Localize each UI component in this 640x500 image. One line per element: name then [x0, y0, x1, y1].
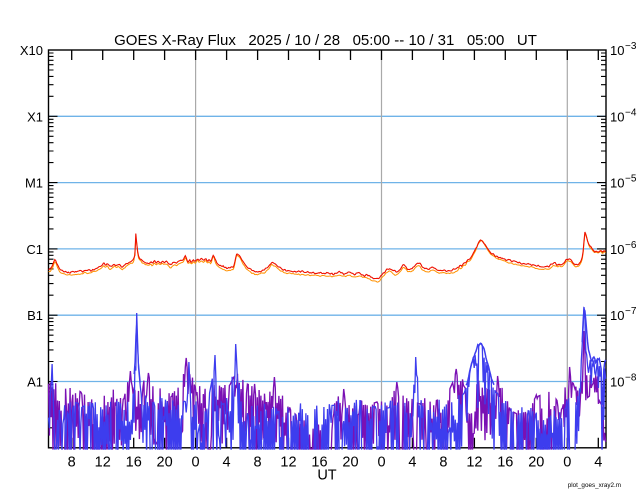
svg-text:20: 20: [157, 455, 173, 471]
svg-text:10: 10: [610, 242, 624, 257]
svg-text:−7: −7: [625, 306, 637, 317]
svg-text:10: 10: [610, 375, 624, 390]
svg-text:8: 8: [439, 455, 447, 471]
svg-text:10: 10: [610, 308, 624, 323]
svg-text:12: 12: [280, 455, 296, 471]
svg-text:8: 8: [68, 455, 76, 471]
svg-text:0: 0: [377, 455, 385, 471]
svg-text:4: 4: [594, 455, 602, 471]
svg-text:−8: −8: [625, 373, 637, 384]
svg-text:−3: −3: [625, 41, 637, 52]
svg-text:A1: A1: [27, 375, 43, 390]
svg-text:10: 10: [610, 176, 624, 191]
svg-text:4: 4: [223, 455, 231, 471]
svg-text:20: 20: [528, 455, 544, 471]
svg-text:16: 16: [311, 455, 327, 471]
svg-text:20: 20: [342, 455, 358, 471]
svg-text:X1: X1: [27, 109, 43, 124]
svg-text:−4: −4: [625, 107, 637, 118]
svg-text:plot_goes_xray2.m: plot_goes_xray2.m: [568, 482, 621, 489]
svg-text:UT: UT: [317, 468, 336, 484]
svg-text:M1: M1: [25, 176, 43, 191]
svg-text:X10: X10: [20, 43, 43, 58]
svg-text:10: 10: [610, 43, 624, 58]
svg-text:−5: −5: [625, 174, 637, 185]
svg-text:B1: B1: [27, 308, 43, 323]
svg-text:−6: −6: [625, 240, 637, 251]
svg-text:0: 0: [192, 455, 200, 471]
svg-text:16: 16: [497, 455, 513, 471]
svg-text:16: 16: [126, 455, 142, 471]
svg-text:12: 12: [95, 455, 111, 471]
svg-text:C1: C1: [26, 242, 43, 257]
svg-text:0: 0: [563, 455, 571, 471]
svg-text:8: 8: [254, 455, 262, 471]
svg-text:GOES X-Ray Flux 2025 / 10 /: GOES X-Ray Flux 2025 / 10 / 28 05:00 -- …: [114, 32, 537, 49]
svg-text:4: 4: [408, 455, 416, 471]
svg-text:10: 10: [610, 109, 624, 124]
svg-text:12: 12: [466, 455, 482, 471]
